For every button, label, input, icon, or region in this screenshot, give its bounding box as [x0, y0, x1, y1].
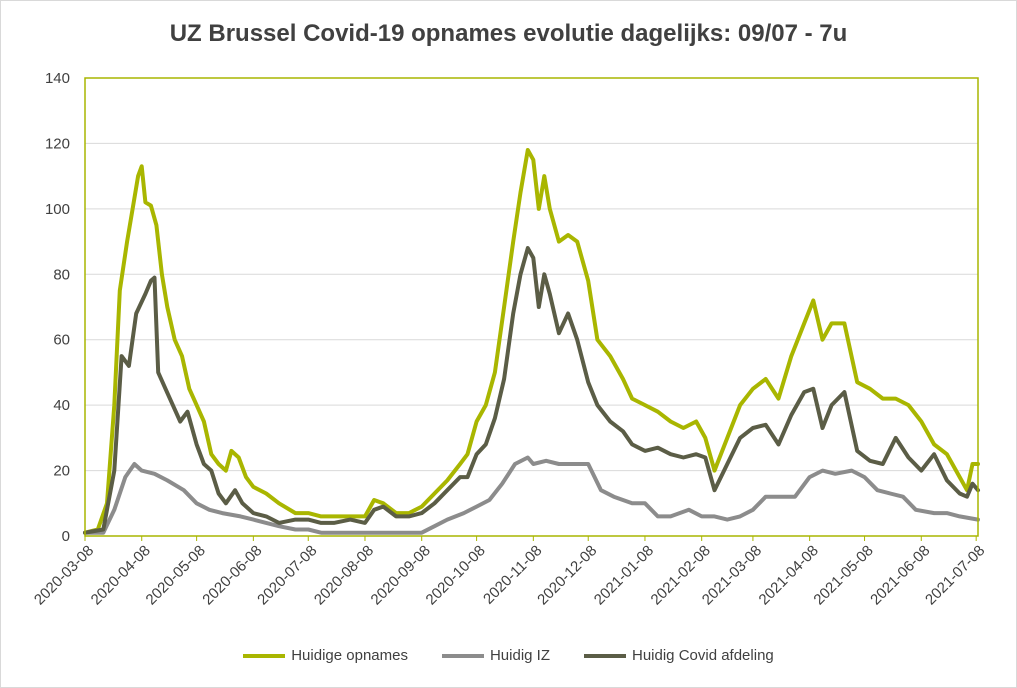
- legend-label-huidig-covid-afdeling: Huidig Covid afdeling: [632, 647, 774, 664]
- x-tick-label: 2020-05-08: [143, 542, 209, 608]
- y-tick-label: 100: [45, 201, 70, 218]
- legend-swatch-huidige-opnames: [243, 653, 286, 658]
- legend-item-huidig-covid-afdeling: Huidig Covid afdeling: [584, 647, 774, 664]
- legend: Huidige opnames Huidig IZ Huidig Covid a…: [0, 647, 1017, 664]
- y-tick-label: 40: [53, 397, 70, 414]
- x-tick-label: 2020-08-08: [311, 542, 377, 608]
- legend-swatch-huidig-iz: [441, 653, 484, 658]
- legend-item-huidige-opnames: Huidige opnames: [243, 647, 408, 664]
- legend-label-huidig-iz: Huidig IZ: [489, 647, 550, 664]
- x-tick-label: 2021-01-08: [591, 542, 657, 608]
- y-tick-label: 60: [53, 332, 70, 349]
- y-axis: 0 20 40 60 80 100 120 140: [45, 70, 70, 545]
- x-tick-label: 2021-05-08: [810, 542, 876, 608]
- x-axis: 2020-03-082020-04-082020-05-082020-06-08…: [31, 536, 988, 608]
- legend-label-huidige-opnames: Huidige opnames: [291, 647, 408, 664]
- y-tick-label: 140: [45, 70, 70, 87]
- y-tick-label: 80: [53, 266, 70, 283]
- x-tick-label: 2020-07-08: [254, 542, 320, 608]
- gridlines: [85, 77, 978, 537]
- series-lines: [83, 148, 980, 535]
- x-tick-label: 2020-12-08: [534, 542, 600, 608]
- chart-title: UZ Brussel Covid-19 opnames evolutie dag…: [169, 20, 848, 47]
- y-tick-label: 0: [62, 528, 70, 545]
- y-tick-label: 20: [53, 463, 70, 480]
- legend-swatch-huidig-covid-afdeling: [584, 653, 626, 658]
- x-tick-label: 2020-03-08: [31, 542, 97, 608]
- x-tick-label: 2021-07-08: [922, 542, 988, 608]
- series-line-0: [83, 148, 980, 535]
- legend-item-huidig-iz: Huidig IZ: [441, 647, 550, 664]
- series-line-1: [83, 455, 980, 535]
- series-line-2: [83, 246, 980, 535]
- x-tick-label: 2020-10-08: [423, 542, 489, 608]
- plot-area-border: [84, 77, 979, 537]
- y-tick-label: 120: [45, 135, 70, 152]
